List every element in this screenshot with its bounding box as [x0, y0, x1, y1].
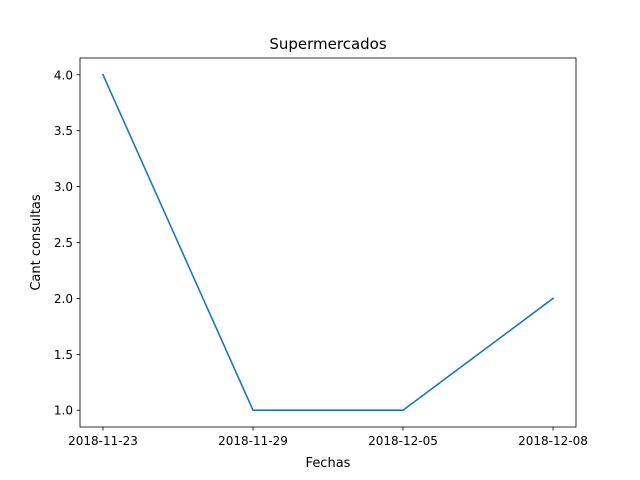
data-point [552, 297, 554, 300]
data-point [102, 73, 104, 76]
plot-frame [79, 57, 577, 428]
y-tick-label: 1.5 [54, 348, 73, 362]
y-tick-label: 1.0 [54, 404, 73, 418]
data-point [402, 409, 404, 412]
y-tick-label: 2.5 [54, 236, 73, 250]
y-tick-label: 4.0 [54, 68, 73, 82]
y-axis: 1.0 1.5 2.0 2.5 3.0 3.5 4.0 [54, 68, 80, 418]
data-point [252, 409, 254, 412]
y-tick-label: 3.0 [54, 180, 73, 194]
x-tick-label: 2018-11-29 [218, 434, 288, 448]
x-tick-label: 2018-12-05 [368, 434, 438, 448]
series-points [102, 73, 554, 412]
x-tick-label: 2018-11-23 [68, 434, 138, 448]
series-line [101, 73, 555, 412]
y-axis-label: Cant consultas [29, 194, 44, 291]
x-axis: 2018-11-23 2018-11-29 2018-12-05 2018-12-08 [68, 427, 588, 448]
x-tick-label: 2018-12-08 [518, 434, 588, 448]
x-axis-label: Fechas [306, 456, 351, 471]
y-tick-label: 3.5 [54, 124, 73, 138]
chart-title: Supermercados [269, 35, 386, 53]
y-tick-label: 2.0 [54, 292, 73, 306]
plot-area [80, 58, 576, 427]
